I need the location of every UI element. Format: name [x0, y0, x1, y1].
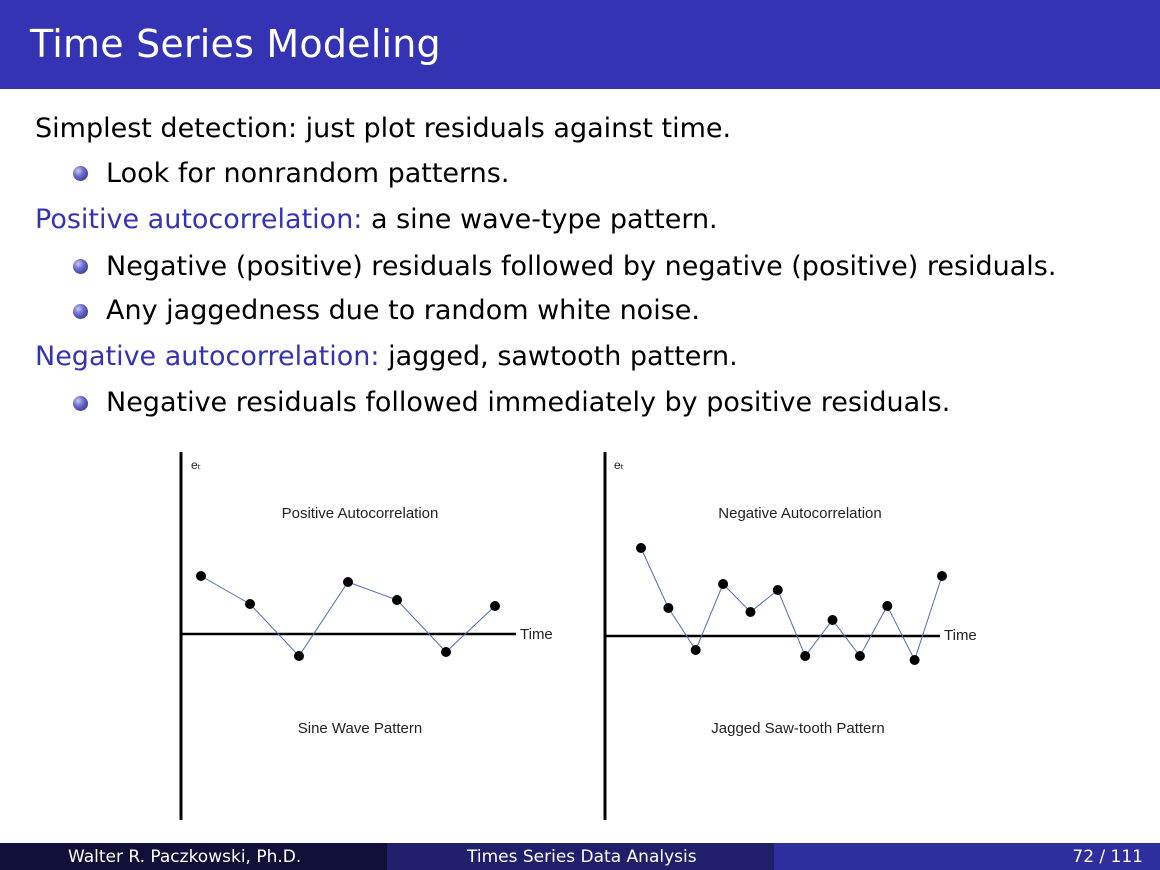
- line-3-text: a sine wave-type pattern.: [362, 204, 718, 235]
- footer-author-segment: Walter R. Paczkowski, Ph.D.: [0, 843, 387, 870]
- line-6: Negative autocorrelation: jagged, sawtoo…: [35, 341, 738, 373]
- residual-point-12: [937, 571, 947, 581]
- residual-point-6: [772, 585, 783, 595]
- footer-page-segment: 72 / 111: [774, 843, 1160, 870]
- bullet-icon: [73, 304, 88, 319]
- line-4-text: Negative (positive) residuals followed b…: [106, 251, 1057, 282]
- slide-title: Time Series Modeling: [30, 22, 441, 66]
- residual-point-1: [196, 571, 206, 581]
- residual-point-2: [245, 599, 255, 609]
- bullet-icon: [73, 396, 88, 411]
- residual-point-11: [909, 655, 920, 665]
- residual-point-7: [490, 601, 500, 611]
- residual-point-3: [294, 651, 304, 661]
- x-axis-label: Time: [944, 627, 977, 644]
- residual-point-7: [800, 651, 811, 661]
- line-1-text: Simplest detection: just plot residuals …: [35, 113, 732, 144]
- residual-point-3: [690, 645, 701, 655]
- x-axis-label: Time: [520, 626, 553, 643]
- y-axis-label: eₜ: [614, 458, 624, 472]
- footer-author: Walter R. Paczkowski, Ph.D.: [68, 847, 302, 867]
- residual-point-5: [392, 595, 402, 605]
- residual-point-5: [745, 607, 756, 617]
- plot-title: Positive Autocorrelation: [282, 505, 439, 522]
- series-line: [200, 575, 496, 657]
- y-axis-label: eₜ: [191, 458, 201, 472]
- line-6-highlight: Negative autocorrelation:: [35, 341, 380, 372]
- line-5: Any jaggedness due to random white noise…: [106, 295, 700, 327]
- line-3: Positive autocorrelation: a sine wave-ty…: [35, 204, 718, 236]
- line-3-highlight: Positive autocorrelation:: [35, 204, 363, 235]
- line-2-text: Look for nonrandom patterns.: [106, 158, 510, 189]
- negative-autocorrelation-plot: eₜ Time Negative Autocorrelation Jagged …: [603, 452, 977, 820]
- line-2: Look for nonrandom patterns.: [106, 158, 509, 190]
- bullet-icon: [73, 166, 88, 181]
- residual-point-9: [854, 651, 865, 661]
- line-1: Simplest detection: just plot residuals …: [35, 113, 731, 145]
- residual-point-6: [441, 647, 451, 657]
- bullet-icon: [73, 259, 88, 274]
- line-7-text: Negative residuals followed immediately …: [106, 387, 951, 418]
- plot-caption: Jagged Saw-tooth Pattern: [711, 720, 884, 737]
- footer-title-segment: Times Series Data Analysis: [387, 843, 774, 870]
- series-line: [640, 547, 943, 662]
- residual-point-2: [663, 603, 674, 613]
- residual-point-1: [636, 543, 646, 553]
- residual-point-10: [882, 601, 893, 611]
- residual-point-4: [718, 579, 729, 589]
- footer-page-number: 72 / 111: [1072, 847, 1143, 867]
- line-6-text: jagged, sawtooth pattern.: [379, 341, 738, 372]
- plot-title: Negative Autocorrelation: [718, 505, 881, 522]
- positive-autocorrelation-plot: eₜ Time Positive Autocorrelation Sine Wa…: [179, 452, 553, 820]
- footer-course: Times Series Data Analysis: [467, 847, 697, 867]
- residual-point-4: [343, 577, 353, 587]
- plot-caption: Sine Wave Pattern: [298, 720, 423, 737]
- title-bar: Time Series Modeling: [0, 0, 1160, 89]
- footer: Walter R. Paczkowski, Ph.D. Times Series…: [0, 843, 1160, 870]
- residual-point-8: [827, 615, 838, 625]
- line-4: Negative (positive) residuals followed b…: [106, 251, 1056, 283]
- line-7: Negative residuals followed immediately …: [106, 387, 950, 419]
- residual-plots-figure: eₜ Time Positive Autocorrelation Sine Wa…: [179, 452, 977, 820]
- line-5-text: Any jaggedness due to random white noise…: [106, 295, 700, 326]
